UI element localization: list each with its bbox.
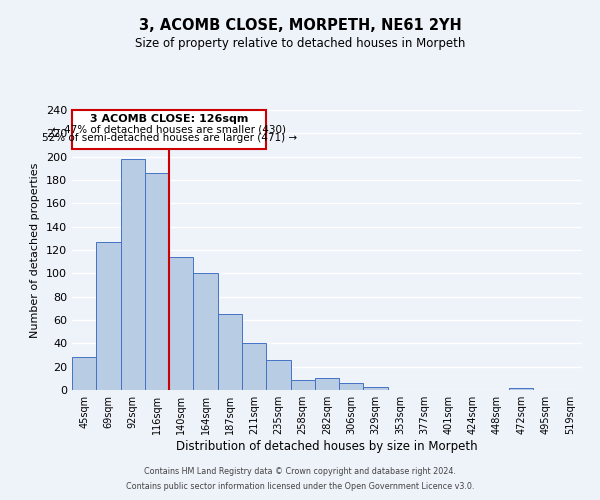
Bar — [145, 173, 169, 390]
Bar — [364, 386, 388, 390]
Bar — [193, 274, 218, 390]
Text: Contains HM Land Registry data © Crown copyright and database right 2024.: Contains HM Land Registry data © Crown c… — [144, 467, 456, 476]
Bar — [121, 159, 145, 390]
Bar — [218, 314, 242, 390]
Text: 3, ACOMB CLOSE, MORPETH, NE61 2YH: 3, ACOMB CLOSE, MORPETH, NE61 2YH — [139, 18, 461, 32]
Text: ← 47% of detached houses are smaller (430): ← 47% of detached houses are smaller (43… — [52, 124, 286, 134]
Bar — [169, 257, 193, 390]
Bar — [266, 360, 290, 390]
Text: Size of property relative to detached houses in Morpeth: Size of property relative to detached ho… — [135, 38, 465, 51]
Y-axis label: Number of detached properties: Number of detached properties — [31, 162, 40, 338]
Bar — [290, 380, 315, 390]
X-axis label: Distribution of detached houses by size in Morpeth: Distribution of detached houses by size … — [176, 440, 478, 453]
Text: 3 ACOMB CLOSE: 126sqm: 3 ACOMB CLOSE: 126sqm — [90, 114, 248, 124]
Text: Contains public sector information licensed under the Open Government Licence v3: Contains public sector information licen… — [126, 482, 474, 491]
Bar — [339, 383, 364, 390]
Bar — [242, 344, 266, 390]
Bar — [509, 388, 533, 390]
Bar — [72, 358, 96, 390]
Bar — [96, 242, 121, 390]
Text: 52% of semi-detached houses are larger (471) →: 52% of semi-detached houses are larger (… — [42, 134, 297, 143]
Bar — [315, 378, 339, 390]
Bar — [73, 110, 266, 148]
